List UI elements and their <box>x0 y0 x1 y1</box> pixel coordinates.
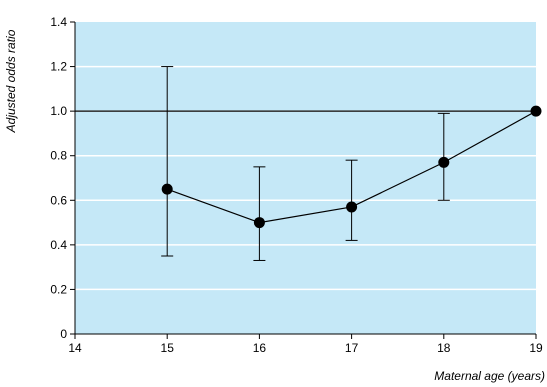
y-tick-label: 0.2 <box>50 282 67 296</box>
data-point <box>253 217 265 229</box>
x-tick-label: 14 <box>68 341 82 355</box>
x-tick-label: 15 <box>161 341 175 355</box>
y-tick-label: 0.4 <box>50 238 67 252</box>
y-tick-label: 0 <box>60 327 67 341</box>
x-tick-label: 17 <box>345 341 359 355</box>
y-tick-label: 0.6 <box>50 193 67 207</box>
x-axis-title: Maternal age (years) <box>434 369 545 383</box>
data-point <box>438 156 450 168</box>
x-tick-label: 16 <box>253 341 267 355</box>
y-tick-label: 1.2 <box>50 60 67 74</box>
data-point <box>161 183 173 195</box>
data-point <box>346 201 358 213</box>
y-tick-label: 0.8 <box>50 149 67 163</box>
tick-labels: 0 0.2 0.4 0.6 0.8 1.0 1.2 1.4 14 15 16 17 18 19 <box>50 15 543 355</box>
y-axis-title: Adjusted odds ratio <box>4 29 18 133</box>
x-tick-label: 19 <box>529 341 543 355</box>
y-tick-label: 1.4 <box>50 15 67 29</box>
data-point <box>530 105 542 117</box>
data-points <box>161 105 542 229</box>
x-tick-label: 18 <box>437 341 451 355</box>
axis-layer <box>70 21 537 339</box>
y-tick-label: 1.0 <box>50 104 67 118</box>
error-bars <box>161 66 450 261</box>
plot-area <box>75 22 536 334</box>
